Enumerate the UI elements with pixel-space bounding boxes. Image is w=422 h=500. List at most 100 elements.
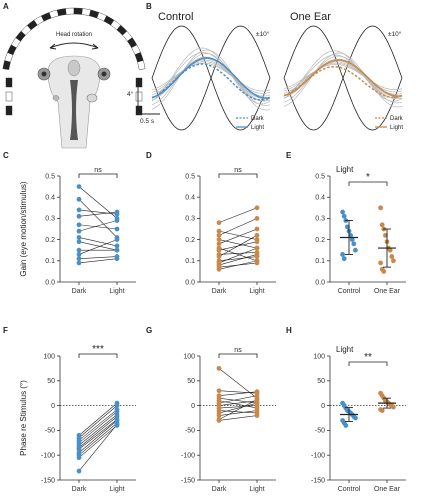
spinal-cord [70, 80, 78, 140]
pair-line [218, 397, 258, 404]
y-tick-label: 0.0 [185, 279, 195, 286]
x-tick-label: Control [338, 486, 361, 493]
pair-line [218, 402, 258, 414]
significance-label: *** [92, 344, 104, 355]
pair-line [78, 199, 118, 238]
pair-line [218, 405, 258, 409]
panel-letter-g: G [146, 326, 152, 335]
pair-line [218, 415, 258, 421]
data-point [254, 232, 260, 238]
panel-letter-c: C [3, 151, 9, 160]
data-point [114, 209, 120, 215]
data-point [378, 205, 383, 211]
pair-line [218, 218, 258, 236]
pair-line [78, 224, 118, 230]
pair-line [218, 256, 258, 262]
y-tick-label: -150 [311, 477, 325, 484]
stim-amplitude-one-ear: ±10° [388, 30, 402, 38]
mean-light-trace [283, 59, 403, 97]
pair-line [78, 411, 118, 444]
significance-label: ns [234, 347, 242, 354]
data-point [351, 241, 357, 247]
data-point [216, 220, 222, 226]
data-point [114, 403, 120, 408]
data-point [254, 408, 260, 413]
data-point [76, 446, 82, 452]
pair-line [78, 256, 118, 259]
plot-f: 100 50 0 -50 -100 -150 Dark Light Phase re Stimu… [19, 344, 136, 493]
data-point [216, 254, 222, 259]
data-point [389, 254, 395, 259]
y-tick-label: -50 [45, 428, 55, 435]
data-point [76, 222, 82, 228]
data-point [254, 226, 260, 232]
stim-amplitude-control: ±10° [256, 30, 270, 38]
drum-stripe [48, 9, 59, 19]
pair-line [218, 395, 258, 404]
data-point [216, 266, 222, 272]
traces-one-ear [283, 25, 403, 131]
individual-trace [151, 61, 271, 94]
y-tick-label: -50 [315, 428, 325, 435]
data-point [379, 222, 385, 228]
x-tick-label: Dark [212, 486, 227, 493]
pair-line [218, 228, 258, 245]
data-point [114, 256, 120, 262]
data-point [254, 397, 260, 403]
y-tick-label: 0 [191, 403, 195, 410]
x-tick-label: Dark [72, 486, 87, 493]
pair-line [218, 254, 258, 266]
y-tick-label: 50 [187, 378, 195, 385]
pair-line [218, 400, 258, 406]
y-tick-label: 0.5 [185, 173, 195, 180]
data-point [76, 260, 82, 266]
x-tick-label: Light [249, 486, 264, 493]
data-point [114, 226, 120, 232]
y-tick-label: 0.4 [185, 195, 195, 202]
pair-line [78, 420, 118, 453]
panel-title: Light [336, 165, 354, 174]
data-point [216, 418, 222, 423]
ear-icon [86, 93, 98, 103]
legend-dark-one-ear: Dark [390, 116, 404, 122]
drum-stripe [65, 7, 75, 15]
individual-trace [283, 54, 403, 99]
y-tick-label: 0.5 [315, 173, 325, 180]
pair-line [78, 211, 118, 217]
y-tick-label: -150 [181, 477, 195, 484]
data-point [76, 239, 82, 245]
data-point [254, 252, 260, 257]
y-tick-label: 0.2 [315, 237, 325, 244]
traces-control [151, 25, 271, 131]
individual-trace [151, 52, 271, 101]
y-tick-label: 100 [313, 353, 325, 360]
data-point [216, 228, 222, 234]
y-tick-label: 0.5 [45, 173, 55, 180]
scale-x-label: 0.5 s [140, 118, 155, 125]
significance-bracket [348, 181, 388, 186]
stimulus-trace [283, 25, 403, 131]
scale-y-label: 4° [127, 90, 134, 98]
drum-stripe [135, 77, 143, 88]
pair-line [218, 247, 258, 264]
rotation-arrow [49, 42, 99, 49]
drum-stripe [5, 77, 13, 88]
significance-bracket [78, 353, 118, 358]
pair-line [218, 410, 258, 416]
individual-trace [151, 47, 271, 105]
drum-stripe [81, 8, 92, 17]
significance-label: ** [364, 352, 372, 363]
data-point [254, 216, 260, 221]
y-tick-label: -100 [311, 453, 325, 460]
data-point [254, 258, 260, 264]
pair-line [218, 391, 258, 396]
y-tick-label: 0.1 [315, 258, 325, 265]
data-point [254, 245, 260, 251]
significance-label: ns [234, 167, 242, 174]
data-point [76, 252, 82, 257]
y-tick-label: -150 [41, 477, 55, 484]
data-point [114, 218, 120, 223]
drum-stripe [137, 60, 146, 70]
data-point [114, 422, 120, 427]
y-tick-label: -100 [181, 453, 195, 460]
